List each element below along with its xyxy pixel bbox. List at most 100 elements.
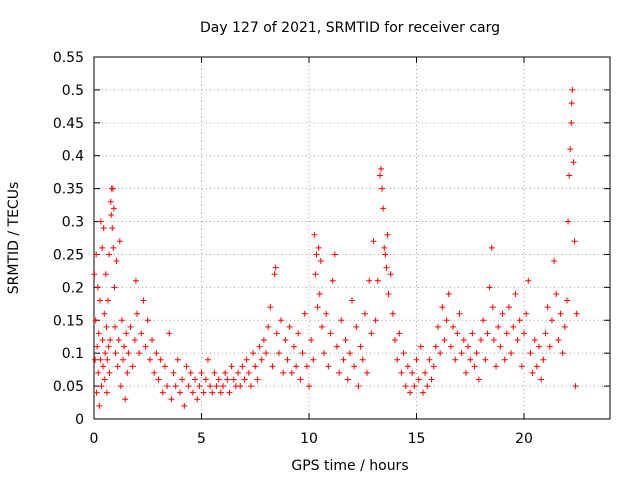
data-point <box>252 363 259 370</box>
data-point <box>409 369 416 376</box>
data-point <box>96 402 103 409</box>
data-point <box>153 350 160 357</box>
data-point <box>151 369 158 376</box>
data-point <box>170 369 177 376</box>
data-point <box>315 244 322 251</box>
data-point <box>313 251 320 258</box>
data-point <box>340 356 347 363</box>
data-point <box>97 297 104 304</box>
data-point <box>351 363 358 370</box>
data-point <box>398 369 405 376</box>
data-point <box>553 290 560 297</box>
data-point <box>200 389 207 396</box>
data-point <box>484 330 491 337</box>
data-point <box>303 363 310 370</box>
data-point <box>105 343 112 350</box>
data-point <box>187 369 194 376</box>
data-point <box>97 218 104 225</box>
data-point <box>94 343 101 350</box>
data-point <box>263 350 269 357</box>
data-point <box>189 389 196 396</box>
data-point <box>290 343 297 350</box>
data-point <box>107 198 114 205</box>
data-point <box>224 376 231 383</box>
data-point <box>312 271 319 278</box>
data-point <box>333 343 340 350</box>
x-tick-label: 10 <box>300 431 318 447</box>
data-point <box>471 363 478 370</box>
data-point <box>295 330 302 337</box>
data-point <box>308 337 315 344</box>
data-points <box>91 86 580 409</box>
data-point <box>452 356 459 363</box>
data-point <box>380 205 387 212</box>
data-point <box>103 389 110 396</box>
data-point <box>475 376 482 383</box>
data-point <box>272 264 279 271</box>
data-point <box>196 383 203 390</box>
data-point <box>166 330 173 337</box>
data-point <box>480 317 487 324</box>
data-point <box>241 376 248 383</box>
data-point <box>297 376 304 383</box>
data-point <box>486 284 493 291</box>
data-point <box>92 356 99 363</box>
data-point <box>116 238 123 245</box>
data-point <box>505 304 512 311</box>
data-point <box>316 290 323 297</box>
data-point <box>353 323 360 330</box>
data-point <box>109 185 116 192</box>
data-point <box>531 337 538 344</box>
y-axis-label: SRMTID / TECUs <box>6 182 22 295</box>
data-point <box>366 277 373 284</box>
data-point <box>501 356 508 363</box>
data-point <box>349 297 355 304</box>
data-point <box>174 356 181 363</box>
data-point <box>275 350 282 357</box>
data-point <box>447 343 454 350</box>
data-point <box>439 304 446 311</box>
data-point <box>437 350 444 357</box>
data-point <box>490 337 497 344</box>
data-point <box>226 389 233 396</box>
data-point <box>548 317 555 324</box>
data-point <box>495 323 502 330</box>
data-point <box>387 271 394 278</box>
data-point <box>424 383 431 390</box>
data-point <box>122 396 129 403</box>
data-point <box>230 376 237 383</box>
data-point <box>435 323 441 330</box>
data-point <box>222 369 229 376</box>
y-tick-label: 0.4 <box>62 149 84 165</box>
y-tick-label: 0.2 <box>62 280 84 296</box>
data-point <box>114 363 121 370</box>
data-point <box>508 350 515 357</box>
data-point <box>265 323 272 330</box>
data-point <box>121 343 128 350</box>
data-point <box>194 396 201 403</box>
data-point <box>572 383 579 390</box>
data-point <box>267 304 274 311</box>
data-point <box>346 350 353 357</box>
data-point <box>518 363 525 370</box>
data-point <box>110 244 117 251</box>
data-point <box>527 350 534 357</box>
data-point <box>113 258 120 265</box>
data-point <box>112 350 119 357</box>
data-point <box>204 356 211 363</box>
data-point <box>318 323 325 330</box>
data-point <box>215 376 222 383</box>
data-point <box>512 290 519 297</box>
data-point <box>198 369 205 376</box>
grid-lines <box>94 57 610 419</box>
data-point <box>202 376 209 383</box>
data-point <box>239 363 246 370</box>
data-point <box>293 363 300 370</box>
data-point <box>514 337 521 344</box>
data-point <box>374 277 381 284</box>
chart-title: Day 127 of 2021, SRMTID for receiver car… <box>200 20 500 36</box>
data-point <box>544 304 551 311</box>
data-point <box>213 383 220 390</box>
data-point <box>115 337 122 344</box>
data-point <box>103 323 110 330</box>
